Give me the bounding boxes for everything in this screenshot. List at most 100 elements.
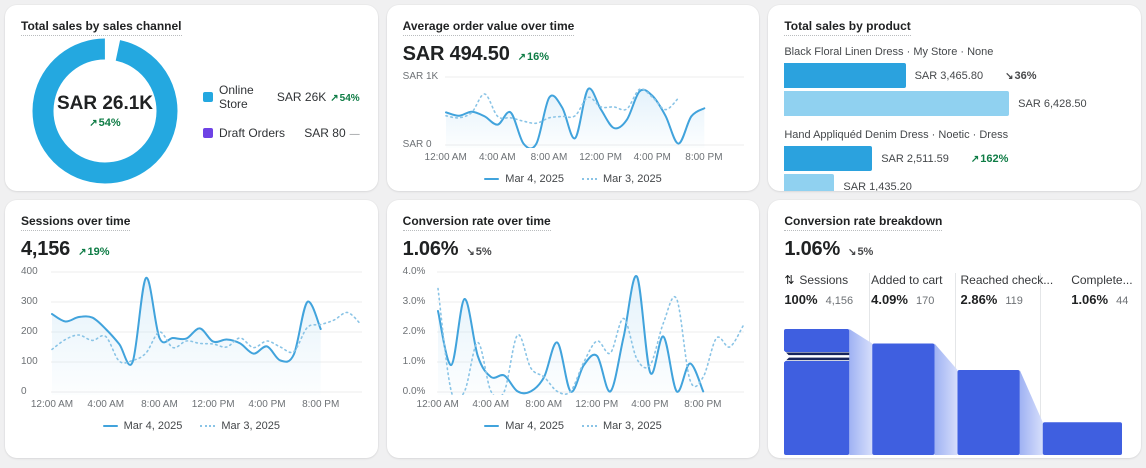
sessions-sort-icon: ⇅ — [784, 273, 795, 287]
x-axis-tick-label: 8:00 PM — [684, 399, 722, 410]
product-label: Black Floral Linen Dress · My Store · No… — [784, 46, 994, 58]
channel-legend: Online Store SAR 26K ↗54% Draft Orders SAR 8… — [181, 83, 362, 140]
x-axis-tick-label: 8:00 AM — [141, 399, 178, 410]
conversion-metric-value: 1.06% — [402, 238, 459, 260]
bar-previous-period — [784, 91, 1010, 116]
funnel-bars — [784, 329, 1125, 455]
solid-line-icon — [102, 425, 118, 427]
donut-ring — [32, 38, 178, 184]
funnel-step-header-sessions: ⇅ Sessions 100% 4,156 — [784, 273, 859, 307]
solid-line-icon — [484, 425, 500, 427]
y-axis-tick-label: SAR 1K — [402, 71, 439, 82]
legend-label: Online Store — [219, 82, 254, 111]
chart-legend: Mar 4, 2025 Mar 3, 2025 — [403, 420, 744, 432]
card-sessions-over-time: Sessions over time 4,156 ↗19% 400 300 200 1… — [5, 200, 378, 458]
trend-down-icon: ↘ — [848, 247, 857, 258]
x-axis-tick-label: 12:00 PM — [575, 399, 619, 410]
legend-previous-period: Mar 3, 2025 — [581, 173, 662, 185]
legend-current-period: Mar 4, 2025 — [484, 420, 564, 432]
card-title-sessions-over-time[interactable]: Sessions over time — [21, 214, 131, 231]
x-axis-tick-label: 12:00 AM — [30, 399, 74, 410]
conversion-change-badge: ↘5% — [466, 246, 492, 258]
channel-chart-body: SAR 26.1K ↗54% Online Store SAR 26K ↗54% Dr… — [21, 38, 362, 184]
channel-legend-item-draft-orders: Draft Orders SAR 80— — [203, 126, 360, 140]
y-axis-tick-label: 3.0% — [402, 296, 426, 307]
y-axis-tick-label: 0 — [21, 386, 27, 397]
product-bar-previous-row: SAR 1,435.20 — [784, 174, 1125, 191]
legend-label: Draft Orders — [219, 125, 286, 140]
y-axis-tick-label: 200 — [21, 326, 38, 337]
x-axis-tick-label: 12:00 PM — [579, 152, 623, 163]
trend-down-icon: ↘ — [466, 247, 475, 258]
x-axis-tick-label: 4:00 AM — [472, 399, 510, 410]
chart-legend: Mar 4, 2025 Mar 3, 2025 — [403, 173, 744, 185]
legend-previous-period: Mar 3, 2025 — [200, 420, 280, 432]
product-bar-current-row: SAR 3,465.80 ↘36% — [784, 63, 1125, 88]
trend-up-icon: ↗ — [78, 247, 87, 258]
chart-legend: Mar 4, 2025 Mar 3, 2025 — [21, 420, 362, 432]
bar-current-value: SAR 3,465.80 — [914, 69, 984, 82]
legend-value: SAR 80— — [304, 125, 360, 140]
bar-previous-value: SAR 1,435.20 — [843, 180, 912, 192]
funnel-step-label: Complete... — [1071, 273, 1133, 287]
dotted-line-icon — [200, 425, 216, 427]
y-axis-tick-label: 2.0% — [402, 326, 426, 337]
dotted-line-icon — [581, 178, 597, 180]
x-axis-tick-label: 8:00 PM — [302, 399, 340, 410]
sessions-line-chart: 400 300 200 100 0 12:00 AM 4:00 AM 8:00 AM 12:0… — [21, 266, 362, 432]
legend-swatch-icon — [203, 91, 213, 102]
funnel-step-percent: 4.09% — [871, 292, 908, 307]
card-title-total-sales-by-channel[interactable]: Total sales by sales channel — [21, 19, 182, 36]
donut-total-value: SAR 26.1K — [56, 93, 154, 114]
x-axis-tick-label: 4:00 PM — [248, 399, 286, 410]
legend-change: ↗54% — [330, 92, 360, 104]
legend-change: — — [349, 128, 360, 140]
conversion-line-chart: 4.0% 3.0% 2.0% 1.0% 0.0% 12:00 AM 4:00 AM 8:00… — [402, 266, 744, 432]
funnel-separator — [1039, 273, 1041, 455]
card-title-total-sales-by-product[interactable]: Total sales by product — [784, 19, 911, 36]
x-axis-tick-label: 12:00 AM — [424, 152, 467, 163]
card-title-conversion-rate-over-time[interactable]: Conversion rate over time — [402, 214, 551, 231]
product-bar-current-row: SAR 2,511.59 ↗162% — [784, 146, 1125, 171]
x-axis-tick-label: 4:00 PM — [633, 152, 671, 163]
funnel-step-headers: ⇅ Sessions 100% 4,156 Added to cart 4.09% 170 R… — [784, 273, 1132, 307]
y-axis-tick-label: SAR 0 — [402, 139, 432, 150]
x-axis-tick-label: 12:00 AM — [416, 399, 459, 410]
bar-current-period — [784, 63, 906, 88]
funnel-step-percent: 1.06% — [1071, 292, 1109, 307]
funnel-step-header-reached-check: Reached check... 2.86% 119 — [949, 273, 1060, 307]
product-bar-previous-row: SAR 6,428.50 — [784, 91, 1125, 116]
funnel-step-label: ⇅ Sessions — [784, 273, 849, 287]
card-title-conversion-rate-breakdown[interactable]: Conversion rate breakdown — [784, 214, 943, 231]
legend-value: SAR 26K ↗54% — [276, 89, 360, 104]
x-axis-tick-label: 8:00 PM — [685, 152, 723, 163]
card-conversion-rate-over-time: Conversion rate over time 1.06% ↘5% 4.0%… — [386, 200, 760, 458]
y-axis-tick-label: 4.0% — [402, 266, 426, 277]
bar-previous-period — [784, 174, 835, 191]
sessions-metric-value: 4,156 — [21, 238, 71, 260]
card-total-sales-by-channel: Total sales by sales channel SAR 26.1K ↗… — [5, 5, 378, 191]
donut-center: SAR 26.1K ↗54% — [29, 38, 181, 184]
donut-change-badge: ↗54% — [89, 117, 121, 129]
aov-change-badge: ↗16% — [517, 51, 550, 63]
funnel-step-label: Reached check... — [960, 273, 1054, 287]
aov-line-chart: SAR 1K SAR 0 12:00 AM 4:00 AM 8:00 AM 12:00 … — [402, 71, 744, 185]
legend-current-period: Mar 4, 2025 — [102, 420, 182, 432]
funnel-step-count: 119 — [1005, 295, 1023, 307]
funnel-step-percent: 100% — [784, 292, 818, 307]
donut-chart: SAR 26.1K ↗54% — [29, 38, 181, 184]
conversion-funnel-chart: ⇅ Sessions 100% 4,156 Added to cart 4.09% 170 R… — [784, 273, 1133, 455]
x-axis-tick-label: 12:00 PM — [191, 399, 235, 410]
product-label: Hand Appliquéd Denim Dress · Noetic · Dr… — [784, 129, 1009, 141]
x-axis-tick-label: 4:00 PM — [631, 399, 669, 410]
funnel-step-count: 170 — [915, 295, 935, 307]
legend-current-period: Mar 4, 2025 — [484, 173, 564, 185]
funnel-step-header-added-to-cart: Added to cart 4.09% 170 — [859, 273, 948, 307]
y-axis-tick-label: 0.0% — [402, 386, 426, 397]
card-conversion-rate-breakdown: Conversion rate breakdown 1.06% ↘5% ⇅ Ses… — [768, 200, 1141, 458]
legend-previous-period: Mar 3, 2025 — [581, 420, 662, 432]
y-axis-tick-label: 100 — [21, 356, 38, 367]
y-axis-tick-label: 300 — [21, 296, 38, 307]
card-title-average-order-value[interactable]: Average order value over time — [402, 19, 575, 36]
